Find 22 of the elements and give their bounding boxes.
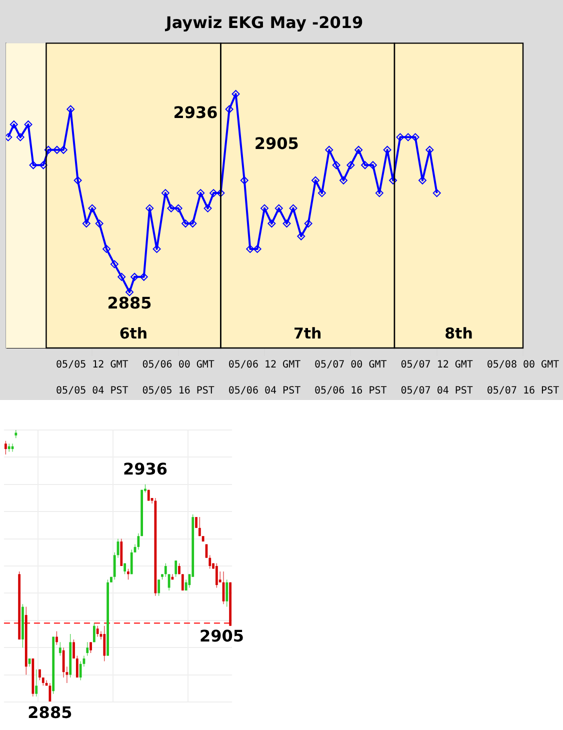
annotation: 2905 — [254, 134, 299, 153]
x-tick-label: 05/06 00 GMT — [142, 360, 214, 371]
x2-tick-label: 05/07 04 PST — [400, 386, 473, 397]
chart-title: Jaywiz EKG May -2019 — [164, 12, 364, 32]
x2-tick-label: 05/05 04 PST — [56, 386, 128, 397]
annotation: 2885 — [107, 293, 152, 312]
x-tick-label: 05/08 00 GMT — [486, 360, 560, 371]
annotation: 2905 — [199, 626, 244, 646]
x-tick-label: 05/07 12 GMT — [400, 360, 473, 371]
band-label: 7th — [293, 324, 322, 342]
x-tick-label: 05/05 12 GMT — [56, 360, 128, 371]
annotation: 2936 — [122, 460, 168, 479]
annotation: 2885 — [28, 703, 72, 722]
x2-tick-label: 05/06 16 PST — [314, 386, 387, 397]
x-tick-label: 05/06 12 GMT — [228, 360, 301, 371]
x2-tick-label: 05/05 16 PST — [142, 386, 214, 397]
band-label: 8th — [444, 324, 473, 342]
annotation: 2936 — [173, 103, 218, 122]
x-tick-label: 05/07 00 GMT — [314, 360, 387, 371]
x2-tick-label: 05/07 16 PST — [486, 386, 560, 397]
band-label: 6th — [119, 324, 148, 342]
x2-tick-label: 05/06 04 PST — [228, 386, 301, 397]
